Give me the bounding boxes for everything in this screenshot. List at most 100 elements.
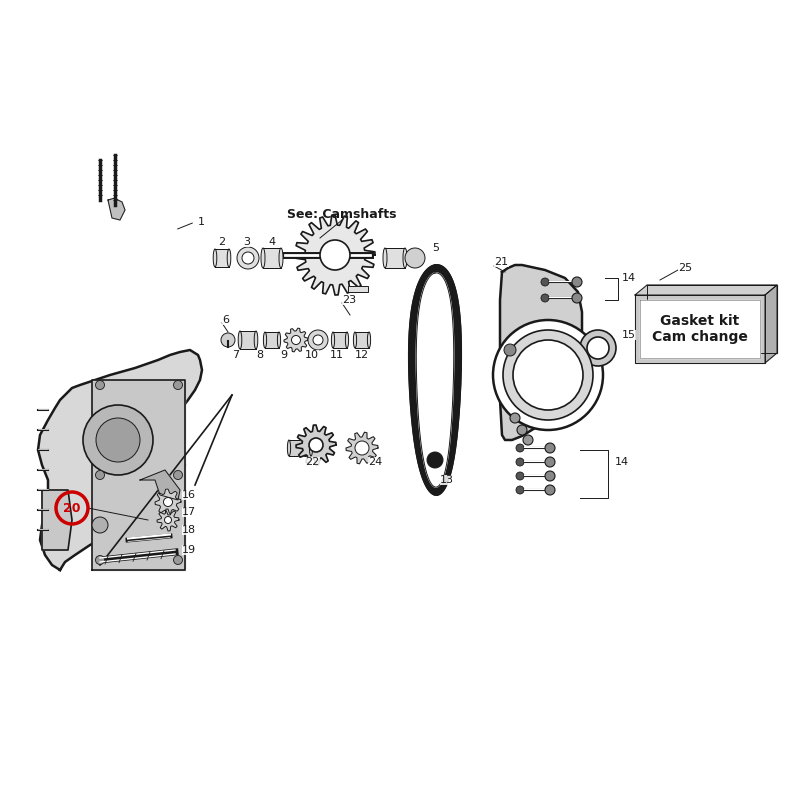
Circle shape <box>541 278 549 286</box>
Bar <box>348 286 368 292</box>
Polygon shape <box>416 273 454 487</box>
Circle shape <box>572 277 582 287</box>
Circle shape <box>516 486 524 494</box>
Circle shape <box>174 381 182 390</box>
Circle shape <box>510 413 520 423</box>
Ellipse shape <box>278 332 281 348</box>
Text: 8: 8 <box>256 350 263 360</box>
Ellipse shape <box>254 331 258 349</box>
Ellipse shape <box>263 332 266 348</box>
Text: 21: 21 <box>494 257 508 267</box>
Ellipse shape <box>261 248 265 268</box>
Circle shape <box>237 247 259 269</box>
Circle shape <box>320 240 350 270</box>
Polygon shape <box>284 328 308 352</box>
Circle shape <box>163 498 173 506</box>
Circle shape <box>545 443 555 453</box>
Polygon shape <box>155 489 181 515</box>
Polygon shape <box>296 425 336 465</box>
Ellipse shape <box>287 440 290 456</box>
Polygon shape <box>38 350 202 570</box>
Circle shape <box>541 294 549 302</box>
Text: 14: 14 <box>622 273 636 283</box>
Polygon shape <box>92 380 185 570</box>
Polygon shape <box>647 285 777 353</box>
Circle shape <box>503 330 593 420</box>
Ellipse shape <box>279 248 283 268</box>
Ellipse shape <box>238 331 242 349</box>
Circle shape <box>95 381 105 390</box>
Polygon shape <box>346 432 378 464</box>
Circle shape <box>572 293 582 303</box>
Text: 18: 18 <box>182 525 196 535</box>
Polygon shape <box>295 215 375 295</box>
Text: 23: 23 <box>342 295 356 305</box>
Bar <box>215 249 229 267</box>
Ellipse shape <box>227 249 231 267</box>
Circle shape <box>516 472 524 480</box>
Text: 5: 5 <box>432 243 439 253</box>
Circle shape <box>92 517 108 533</box>
Polygon shape <box>500 265 582 440</box>
Bar <box>240 331 256 349</box>
Circle shape <box>517 425 527 435</box>
Text: 11: 11 <box>330 350 344 360</box>
Ellipse shape <box>346 332 349 348</box>
Circle shape <box>523 435 533 445</box>
Bar <box>265 332 279 348</box>
Text: 25: 25 <box>678 263 692 273</box>
Circle shape <box>516 458 524 466</box>
Text: 19: 19 <box>182 545 196 555</box>
Text: 2: 2 <box>218 237 225 247</box>
Circle shape <box>516 444 524 452</box>
Text: 3: 3 <box>243 237 250 247</box>
Circle shape <box>504 344 516 356</box>
Circle shape <box>96 418 140 462</box>
Text: Gasket kit
Cam change: Gasket kit Cam change <box>652 314 748 344</box>
Circle shape <box>513 340 583 410</box>
Polygon shape <box>635 285 777 295</box>
Bar <box>289 440 311 456</box>
Bar <box>333 332 347 348</box>
Circle shape <box>221 333 235 347</box>
Text: 14: 14 <box>615 457 629 467</box>
Polygon shape <box>108 198 125 220</box>
Circle shape <box>174 470 182 479</box>
Ellipse shape <box>354 332 357 348</box>
Bar <box>263 248 281 268</box>
Circle shape <box>580 330 616 366</box>
Bar <box>355 332 369 348</box>
Circle shape <box>309 438 323 452</box>
Circle shape <box>313 335 323 345</box>
Text: 13: 13 <box>440 475 454 485</box>
Text: 9: 9 <box>280 350 287 360</box>
Circle shape <box>545 485 555 495</box>
Text: 10: 10 <box>305 350 319 360</box>
Circle shape <box>242 252 254 264</box>
Circle shape <box>427 452 443 468</box>
Circle shape <box>355 441 369 455</box>
Text: 15: 15 <box>622 330 636 340</box>
Text: 24: 24 <box>368 457 382 467</box>
Polygon shape <box>640 300 760 358</box>
Polygon shape <box>409 265 462 495</box>
Text: See: Camshafts: See: Camshafts <box>287 209 397 222</box>
Polygon shape <box>635 295 765 363</box>
Circle shape <box>95 470 105 479</box>
Polygon shape <box>42 490 72 550</box>
Circle shape <box>83 405 153 475</box>
Text: 4: 4 <box>268 237 275 247</box>
Circle shape <box>308 330 328 350</box>
Circle shape <box>545 471 555 481</box>
Circle shape <box>95 555 105 565</box>
Text: 1: 1 <box>198 217 205 227</box>
Circle shape <box>165 517 171 523</box>
Ellipse shape <box>213 249 217 267</box>
Ellipse shape <box>367 332 370 348</box>
Polygon shape <box>157 509 179 531</box>
Text: 12: 12 <box>355 350 369 360</box>
Text: 22: 22 <box>305 457 319 467</box>
Circle shape <box>357 442 367 454</box>
Text: 20: 20 <box>63 502 81 514</box>
Ellipse shape <box>383 248 387 268</box>
